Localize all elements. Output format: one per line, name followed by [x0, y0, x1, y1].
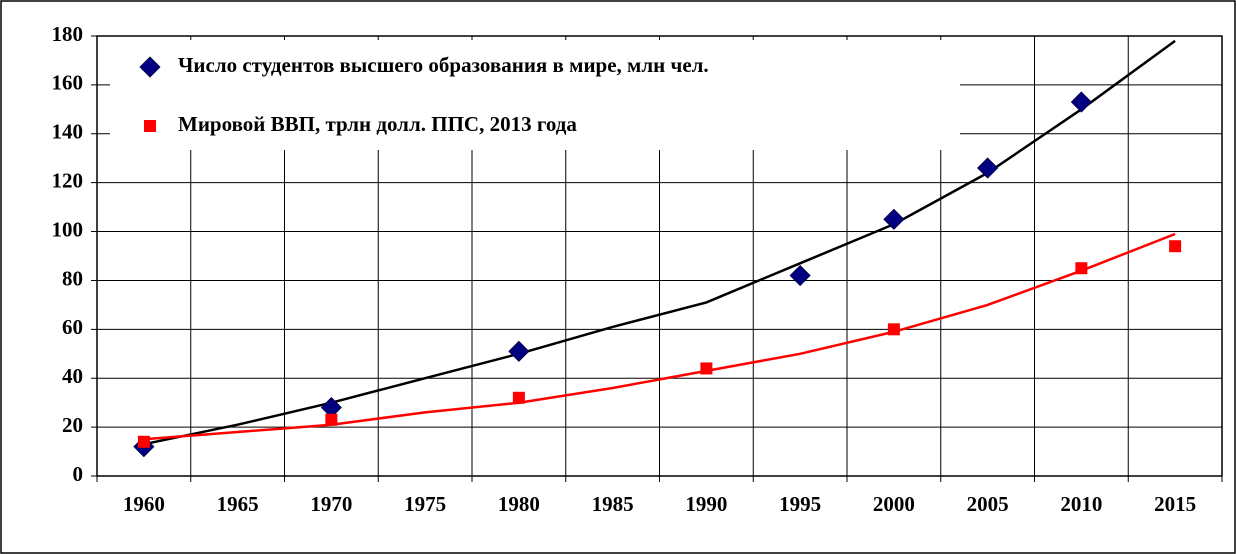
legend-marker	[139, 56, 161, 78]
grid	[91, 35, 1223, 482]
point	[1070, 91, 1092, 113]
point	[1075, 262, 1088, 275]
legend-box	[110, 40, 960, 150]
x-tick-label: 2005	[967, 492, 1009, 516]
x-tick-label: 1995	[779, 492, 821, 516]
legend-label: Мировой ВВП, трлн долл. ППС, 2013 года	[178, 112, 577, 136]
y-tick-label: 180	[52, 22, 84, 46]
point	[883, 208, 905, 230]
legend-marker	[144, 120, 156, 132]
point	[977, 157, 999, 179]
y-tick-label: 20	[62, 413, 83, 437]
trend-line	[143, 39, 1176, 446]
trend-line	[143, 232, 1176, 441]
y-tick-label: 160	[52, 71, 84, 95]
y-tick-label: 100	[52, 217, 84, 241]
x-tick-label: 1975	[404, 492, 446, 516]
y-tick-label: 60	[62, 315, 83, 339]
point	[1169, 240, 1182, 253]
point	[887, 323, 900, 336]
legend-label: Число студентов высшего образования в ми…	[178, 53, 709, 77]
x-tick-label: 2000	[873, 492, 915, 516]
x-tick-label: 1980	[498, 492, 540, 516]
point	[137, 435, 150, 448]
x-tick-label: 1990	[685, 492, 727, 516]
point	[512, 391, 525, 404]
x-tick-label: 2010	[1060, 492, 1102, 516]
point	[325, 413, 338, 426]
y-tick-label: 0	[73, 462, 84, 486]
point	[508, 340, 530, 362]
y-tick-label: 80	[62, 266, 83, 290]
y-tick-label: 120	[52, 168, 84, 192]
x-tick-label: 1985	[592, 492, 634, 516]
x-tick-label: 2015	[1154, 492, 1196, 516]
point	[700, 362, 713, 375]
marks	[133, 39, 1182, 458]
x-tick-label: 1970	[310, 492, 352, 516]
x-tick-label: 1960	[123, 492, 165, 516]
y-tick-label: 140	[52, 120, 84, 144]
y-tick-label: 40	[62, 364, 83, 388]
x-tick-label: 1965	[217, 492, 259, 516]
point	[789, 264, 811, 287]
